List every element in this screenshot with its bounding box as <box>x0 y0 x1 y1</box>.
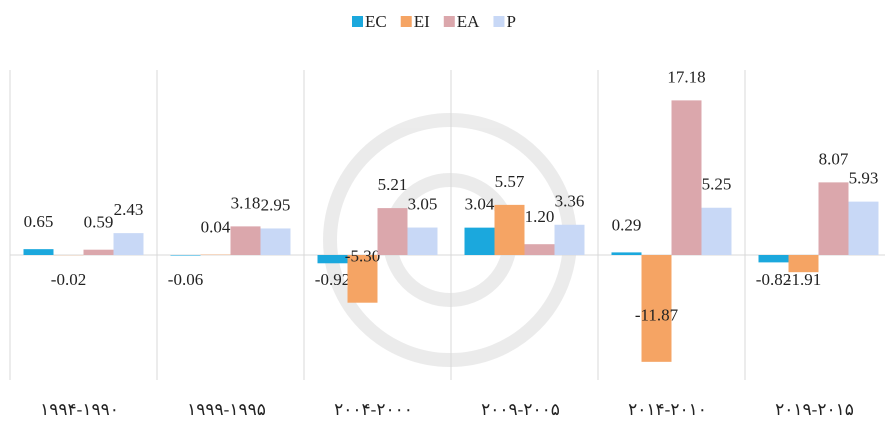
data-label: 3.18 <box>231 193 261 212</box>
bar <box>611 252 642 255</box>
data-label: 3.36 <box>555 192 585 211</box>
legend-swatch <box>400 16 412 27</box>
data-label: -5.30 <box>345 247 380 266</box>
legend-swatch <box>352 16 363 27</box>
data-label: 3.04 <box>465 195 495 214</box>
bar <box>170 255 201 256</box>
bar <box>758 255 789 263</box>
data-label: 8.07 <box>819 149 849 168</box>
separators <box>9 70 746 380</box>
legend-label: EC <box>365 12 387 31</box>
data-label: 0.65 <box>24 212 54 231</box>
data-label: 5.93 <box>849 169 879 188</box>
bar <box>671 100 702 255</box>
bar <box>788 255 819 273</box>
data-label: 17.18 <box>667 67 705 86</box>
data-label: -1.91 <box>786 270 821 289</box>
data-label: -0.82 <box>756 270 791 289</box>
legend-swatch <box>493 16 505 27</box>
data-label: 2.43 <box>114 200 144 219</box>
x-tick-label: ۲۰۱۹-۲۰۱۵ <box>775 400 854 419</box>
bar <box>494 204 525 255</box>
bar <box>818 182 849 255</box>
data-label: 5.25 <box>702 175 732 194</box>
x-tick-label: ۱۹۹۴-۱۹۹۰ <box>40 400 119 419</box>
data-label: 0.29 <box>612 215 642 234</box>
bar <box>347 255 378 303</box>
legend-swatch <box>443 16 455 27</box>
bar <box>641 255 672 362</box>
x-tick-label: ۲۰۰۹-۲۰۰۵ <box>481 400 560 419</box>
legend-label: EI <box>414 12 430 31</box>
bar <box>407 227 438 255</box>
data-label: 0.04 <box>201 218 231 237</box>
data-label: -0.92 <box>315 270 350 289</box>
bar <box>113 233 144 255</box>
bar <box>317 255 348 264</box>
legend-label: P <box>506 12 515 31</box>
data-label: -0.06 <box>168 270 203 289</box>
data-label: -0.02 <box>51 270 86 289</box>
x-tick-label: ۲۰۱۴-۲۰۱۰ <box>628 400 707 419</box>
bar <box>230 226 261 255</box>
data-label: 0.59 <box>84 213 114 232</box>
x-tick-label: ۱۹۹۹-۱۹۹۵ <box>187 400 266 419</box>
bar <box>464 227 495 255</box>
data-label: -11.87 <box>635 306 679 325</box>
data-label: 1.20 <box>525 207 555 226</box>
bar <box>83 249 114 255</box>
bar <box>524 244 555 255</box>
data-label: 2.95 <box>261 195 291 214</box>
bar <box>260 228 291 255</box>
watermark <box>323 113 577 367</box>
data-label: 3.05 <box>408 194 438 213</box>
bar <box>554 224 585 255</box>
bar <box>701 207 732 255</box>
data-label: 5.21 <box>378 175 408 194</box>
bar <box>848 201 879 255</box>
bar <box>23 249 54 255</box>
legend-label: EA <box>457 12 480 31</box>
x-tick-label: ۲۰۰۴-۲۰۰۰ <box>334 400 413 419</box>
bar <box>377 208 408 255</box>
data-label: 5.57 <box>495 172 525 191</box>
